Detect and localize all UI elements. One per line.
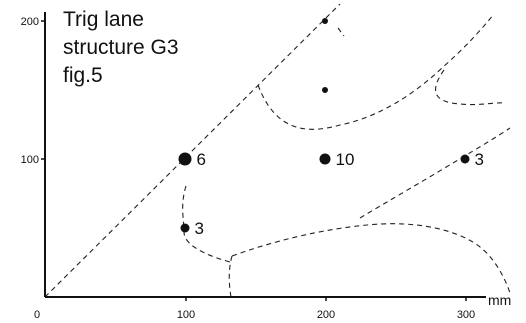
title-line-1: Trig lane <box>63 8 144 31</box>
upper-right-lobe <box>435 69 506 106</box>
x-tick-label-0: 0 <box>34 309 40 321</box>
y-tick-label-100: 100 <box>21 154 39 166</box>
axis-unit-label: mm <box>488 292 511 308</box>
lower-contour <box>231 223 511 294</box>
data-point-4 <box>322 87 328 93</box>
data-point-0 <box>178 152 192 166</box>
data-point-5 <box>322 18 328 24</box>
data-points: 6 10 3 3 <box>178 18 484 238</box>
data-point-label-3: 3 <box>195 219 204 238</box>
right-contour <box>359 127 511 219</box>
lower-contour-left <box>228 255 233 298</box>
data-point-3 <box>180 223 190 233</box>
x-tick-label-200: 200 <box>317 309 335 321</box>
title-line-3: fig.5 <box>63 64 103 87</box>
data-point-label-1: 10 <box>336 150 355 169</box>
top-tick-mark <box>337 27 345 37</box>
axes <box>41 12 486 301</box>
contour-lines <box>44 3 511 298</box>
left-contour <box>182 185 231 263</box>
upper-contour <box>257 13 495 130</box>
data-point-2 <box>460 154 470 164</box>
title-line-2: structure G3 <box>63 36 179 59</box>
diagonal-line <box>44 3 341 298</box>
data-point-label-2: 3 <box>475 150 484 169</box>
data-point-1 <box>319 153 331 165</box>
y-tick-label-200: 200 <box>21 16 39 28</box>
x-tick-label-100: 100 <box>177 309 195 321</box>
data-point-label-0: 6 <box>197 150 206 169</box>
x-tick-label-300: 300 <box>457 309 475 321</box>
